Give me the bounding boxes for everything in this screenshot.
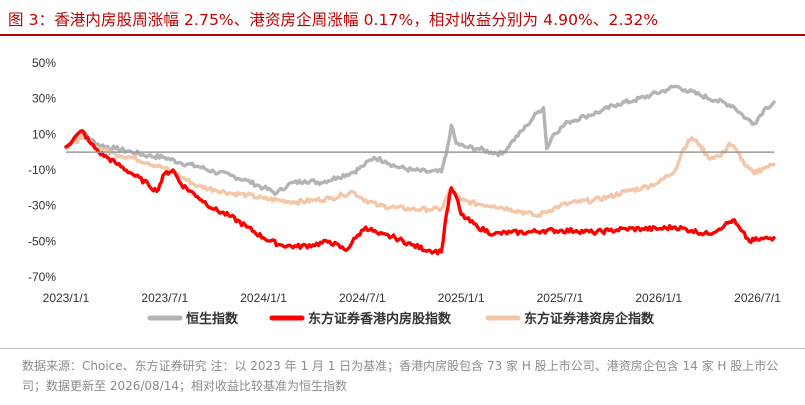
y-tick-label: 30% (32, 92, 56, 106)
x-tick-label: 2023/7/1 (141, 291, 188, 305)
chart-title: 图 3：香港内房股周涨幅 2.75%、港资房企周涨幅 0.17%，相对收益分别为… (8, 11, 659, 29)
x-tick-label: 2023/1/1 (43, 291, 90, 305)
y-tick-label: -70% (28, 270, 56, 284)
series-line-hsi (64, 84, 776, 196)
y-tick-label: 10% (32, 127, 56, 141)
x-tick-label: 2024/1/1 (240, 291, 287, 305)
x-tick-label: 2024/7/1 (339, 291, 386, 305)
source-note: 数据来源：Choice、东方证券研究 注：以 2023 年 1 月 1 日为基准… (22, 359, 779, 393)
legend-label: 恒生指数 (186, 311, 239, 327)
chart-series (64, 84, 776, 256)
note-divider (0, 348, 805, 349)
legend-item-hsi: 恒生指数 (147, 311, 239, 327)
legend-item-hk-developers: 东方证券港资房企指数 (485, 311, 655, 327)
chart-legend: 恒生指数 东方证券香港内房股指数 东方证券港资房企指数 (147, 311, 655, 327)
legend-label: 东方证券港资房企指数 (524, 311, 655, 327)
title-divider (0, 34, 805, 36)
y-tick-label: -10% (28, 163, 56, 177)
x-tick-label: 2025/1/1 (438, 291, 485, 305)
x-tick-label: 2026/1/1 (635, 291, 682, 305)
y-tick-label: 50% (32, 56, 56, 70)
series-line-hk-developers (64, 134, 776, 219)
x-tick-label: 2026/7/1 (734, 291, 781, 305)
legend-item-hk-mainland: 东方证券香港内房股指数 (269, 311, 452, 327)
x-axis-ticks: 2023/1/1 2023/7/1 2024/1/1 2024/7/1 2025/1/1… (43, 291, 782, 305)
legend-label: 东方证券香港内房股指数 (308, 311, 452, 327)
y-tick-label: -30% (28, 199, 56, 213)
y-axis-ticks: 50% 30% 10% -10% -30% -50% -70% (28, 56, 56, 284)
series-line-hk-mainland (64, 129, 776, 256)
line-chart: 50% 30% 10% -10% -30% -50% -70% 2023/1/1 2023/7… (28, 56, 782, 327)
y-tick-label: -50% (28, 234, 56, 248)
x-tick-label: 2025/7/1 (537, 291, 584, 305)
